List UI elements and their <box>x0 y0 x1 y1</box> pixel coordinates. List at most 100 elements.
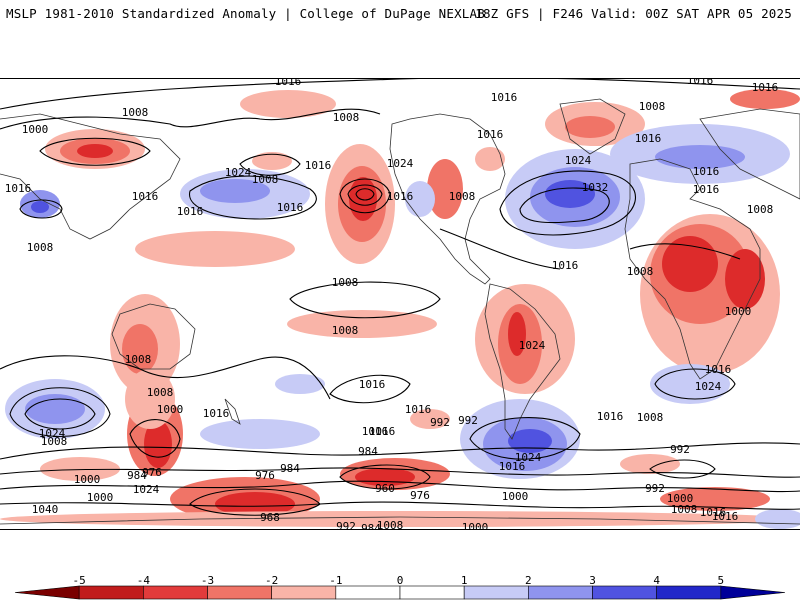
isobar-label: 1016 <box>477 128 504 141</box>
isobar-label: 1016 <box>635 132 662 145</box>
isobar-label: 992 <box>670 443 690 456</box>
colorbar-tick-label: -2 <box>265 574 279 587</box>
colorbar-segment <box>335 585 401 600</box>
colorbar-segment <box>656 585 722 600</box>
isobar-label: 1024 <box>225 166 252 179</box>
europe-africa-coast <box>624 158 761 380</box>
isobar-label: 1024 <box>515 451 542 464</box>
greenland-coast <box>559 98 626 155</box>
isobar-label: 976 <box>142 466 162 479</box>
colorbar-labels: -5 -4 -3 -2 -1 0 1 2 3 4 5 <box>0 574 800 587</box>
isobar-label: 1016 <box>491 91 518 104</box>
isobar-label: 1016 <box>499 460 526 473</box>
isobar-label: 1008 <box>41 435 68 448</box>
isobar-label: 1008 <box>122 106 149 119</box>
isobar-label: 984 <box>361 522 381 529</box>
isobar-label: 1016 <box>132 190 159 203</box>
colorbar-tick-label: 0 <box>396 574 404 587</box>
isobar-label: 1008 <box>627 265 654 278</box>
isobar-label: 1016 <box>203 407 230 420</box>
isobar-label: 1016 <box>369 425 396 438</box>
isobar-label: 1016 <box>597 410 624 423</box>
isobar-label: 960 <box>375 482 395 495</box>
colorbar-tick-label: -3 <box>200 574 215 587</box>
colorbar-tick-label: 2 <box>525 574 532 587</box>
isobar-label: 1000 <box>667 492 694 505</box>
new-zealand-coast <box>224 398 241 425</box>
isobar-label: 1024 <box>133 483 160 496</box>
asia-west-coast <box>0 113 181 240</box>
isobar-label: 1016 <box>275 79 302 88</box>
antarctica-coast <box>0 516 800 525</box>
isobar-label: 1008 <box>671 503 698 516</box>
isobar-label: 1016 <box>752 81 779 94</box>
colorbar-segment <box>399 585 465 600</box>
colorbar-segment <box>271 585 337 600</box>
isobar-label: 1008 <box>377 519 404 529</box>
colorbar <box>14 585 786 600</box>
isobar-label: 1008 <box>27 241 54 254</box>
isobar-label: 984 <box>127 469 147 482</box>
isobar-contours <box>0 79 800 516</box>
isobar-label: 1000 <box>87 491 114 504</box>
isobar-label: 1016 <box>277 201 304 214</box>
isobar-label: 1008 <box>747 203 774 216</box>
colorbar-segment <box>463 585 529 600</box>
north-america-coast <box>389 113 506 285</box>
isobar-label: 1008 <box>147 386 174 399</box>
isobar-label: 1000 <box>157 403 184 416</box>
map-title: MSLP 1981-2010 Standardized Anomaly | Co… <box>6 6 485 21</box>
isobar-label: 992 <box>458 414 478 427</box>
isobar-label: 992 <box>430 416 450 429</box>
isobar-label: 1008 <box>449 190 476 203</box>
isobar-label: 1016 <box>362 425 389 438</box>
isobar-label: 1032 <box>582 181 609 194</box>
isobar-label: 1000 <box>502 490 529 503</box>
isobar-labels: 1016100810161008101610161016100010081016… <box>5 79 779 529</box>
colorbar-tick-label: -4 <box>136 574 150 587</box>
isobar-label: 1008 <box>332 324 359 337</box>
asia-coast <box>699 108 800 200</box>
isobar-label: 1016 <box>405 403 432 416</box>
south-america-coast <box>484 283 561 440</box>
isobar-label: 1016 <box>5 182 32 195</box>
isobar-label: 1016 <box>700 506 727 519</box>
isobar-label: 1016 <box>387 190 414 203</box>
isobar-label: 1024 <box>387 157 414 170</box>
isobar-label: 968 <box>260 511 280 524</box>
isobar-label: 976 <box>410 489 430 502</box>
isobar-label: 992 <box>336 520 356 529</box>
isobar-label: 1000 <box>725 305 752 318</box>
colorbar-tick-label: 4 <box>653 574 660 587</box>
isobar-label: 1008 <box>332 276 359 289</box>
colorbar-segment <box>143 585 208 600</box>
model-run-info: 18Z GFS | F246 Valid: 00Z SAT APR 05 202… <box>475 6 792 21</box>
anomaly-shading <box>0 89 800 529</box>
isobar-label: 1008 <box>333 111 360 124</box>
isobar-label: 984 <box>358 445 378 458</box>
isobar-label: 1008 <box>252 173 279 186</box>
isobar-label: 1000 <box>74 473 101 486</box>
isobar-label: 1016 <box>552 259 579 272</box>
anomaly-map: 1016 1008 1016 1008 1016 1016 1016 1000 1008 1016… <box>0 78 800 530</box>
colorbar-tick-label: 3 <box>589 574 596 587</box>
isobar-label: 1024 <box>695 380 722 393</box>
isobar-label: 1024 <box>39 427 66 440</box>
australia-coast <box>111 303 196 370</box>
isobar-label: 1000 <box>22 123 49 136</box>
isobar-label: 976 <box>255 469 275 482</box>
colorbar-segment <box>528 585 593 600</box>
isobar-label: 1024 <box>519 339 546 352</box>
isobar-label: 1008 <box>637 411 664 424</box>
colorbar-tick-label: 1 <box>460 574 468 587</box>
coastline-outlines <box>0 98 800 525</box>
isobar-label: 1016 <box>305 159 332 172</box>
isobar-label: 1016 <box>687 79 714 87</box>
colorbar-tick-label: -1 <box>329 574 343 587</box>
isobar-label: 992 <box>645 482 665 495</box>
colorbar-segment <box>207 585 272 600</box>
isobar-label: 1016 <box>359 378 386 391</box>
isobar-label: 984 <box>280 462 300 475</box>
isobar-label: 1024 <box>565 154 592 167</box>
isobar-label: 1000 <box>462 521 489 529</box>
